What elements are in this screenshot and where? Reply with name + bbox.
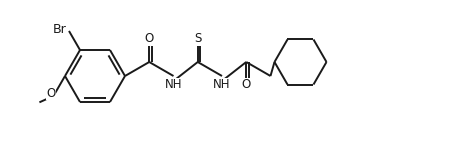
Text: NH: NH	[165, 78, 182, 92]
Text: O: O	[145, 33, 154, 45]
Text: S: S	[194, 33, 202, 45]
Text: NH: NH	[213, 78, 231, 92]
Text: Br: Br	[53, 23, 67, 36]
Text: O: O	[242, 78, 251, 92]
Text: O: O	[46, 87, 55, 100]
